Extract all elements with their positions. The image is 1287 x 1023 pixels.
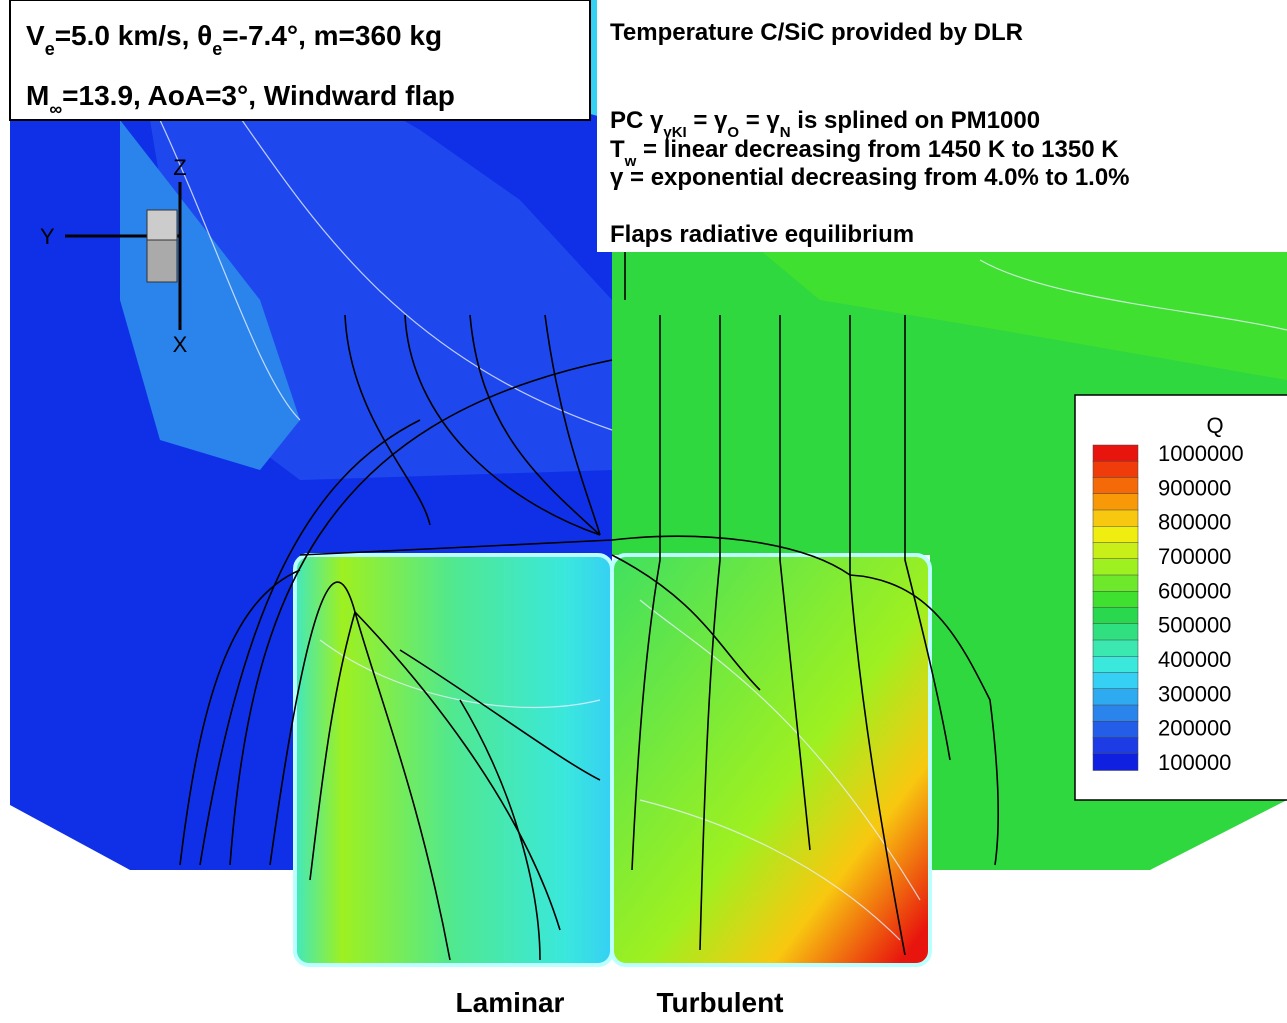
legend-title: Q	[1206, 413, 1223, 438]
text: M	[26, 80, 49, 111]
color-swatch	[1092, 444, 1139, 462]
body-icon	[146, 239, 178, 283]
legend-label: 200000	[1158, 716, 1231, 741]
legend-label: 1000000	[1158, 441, 1244, 466]
legend-label: 400000	[1158, 647, 1231, 672]
info-line: Ve=5.0 km/s, θe=-7.4°, m=360 kg	[26, 20, 442, 59]
text: =5.0 km/s, θ	[55, 20, 213, 51]
color-swatch	[1092, 493, 1139, 511]
subscript: ∞	[49, 99, 62, 119]
legend-label: 700000	[1158, 544, 1231, 569]
color-swatch	[1092, 542, 1139, 560]
legend-label: 600000	[1158, 578, 1231, 603]
subscript: γKI	[663, 124, 686, 141]
color-swatch	[1092, 461, 1139, 479]
caption: Laminar	[456, 987, 565, 1018]
axis-label: Z	[173, 155, 186, 180]
legend-label: 300000	[1158, 681, 1231, 706]
text: V	[26, 20, 45, 51]
color-swatch	[1092, 688, 1139, 706]
color-swatch	[1092, 607, 1139, 625]
info-line: M∞=13.9, AoA=3°, Windward flap	[26, 80, 455, 119]
contour-region	[10, 60, 612, 480]
axis-label: Y	[40, 224, 55, 249]
body-icon	[146, 209, 178, 241]
streamlines	[179, 250, 1000, 961]
subscript: w	[624, 153, 637, 170]
text: = linear decreasing from 1450 K to 1350 …	[636, 136, 1119, 163]
color-swatch	[1092, 623, 1139, 641]
subscript: N	[780, 124, 791, 141]
info-box	[9, 0, 591, 121]
color-swatch	[1092, 639, 1139, 657]
color-swatch	[1092, 591, 1139, 609]
color-swatch	[1092, 656, 1139, 674]
text: PC γ	[610, 107, 664, 134]
axes-triad: Z Y X	[40, 155, 188, 357]
note-line: Temperature C/SiC provided by DLR	[610, 19, 1023, 46]
notes-box	[597, 0, 1287, 252]
legend-label: 100000	[1158, 750, 1231, 775]
color-swatch	[1092, 704, 1139, 722]
text: = γ	[687, 107, 728, 134]
axis-label: X	[173, 332, 188, 357]
note-line: Flaps radiative equilibrium	[610, 221, 914, 248]
text: =13.9, AoA=3°, Windward flap	[62, 80, 455, 111]
legend-label: 800000	[1158, 510, 1231, 535]
text: is splined on PM1000	[791, 107, 1040, 134]
color-swatch	[1092, 721, 1139, 739]
note-line: γ = exponential decreasing from 4.0% to …	[610, 164, 1130, 191]
note-line: Tw = linear decreasing from 1450 K to 13…	[610, 136, 1119, 170]
color-swatch	[1092, 558, 1139, 576]
subscript: e	[45, 39, 55, 59]
contour-region	[760, 250, 1287, 380]
colorbar: 1000000 900000 800000 700000 600000 500000 400…	[1092, 441, 1244, 775]
legend-label: 500000	[1158, 613, 1231, 638]
text: = γ	[739, 107, 780, 134]
flap-turbulent	[610, 553, 932, 967]
caption: Turbulent	[656, 987, 783, 1018]
color-swatch	[1092, 574, 1139, 592]
color-swatch	[1092, 672, 1139, 690]
note-line: PC γγKI = γO = γN is splined on PM1000	[610, 107, 1040, 141]
text: =-7.4°, m=360 kg	[222, 20, 442, 51]
legend-label: 900000	[1158, 475, 1231, 500]
color-swatch	[1092, 477, 1139, 495]
contour-region	[120, 120, 300, 470]
subscript: e	[212, 39, 222, 59]
color-swatch	[1092, 737, 1139, 755]
subscript: O	[727, 124, 739, 141]
color-swatch	[1092, 753, 1139, 771]
iso-line	[159, 59, 1287, 941]
text: T	[610, 136, 625, 163]
color-swatch	[1092, 509, 1139, 527]
color-swatch	[1092, 526, 1139, 544]
